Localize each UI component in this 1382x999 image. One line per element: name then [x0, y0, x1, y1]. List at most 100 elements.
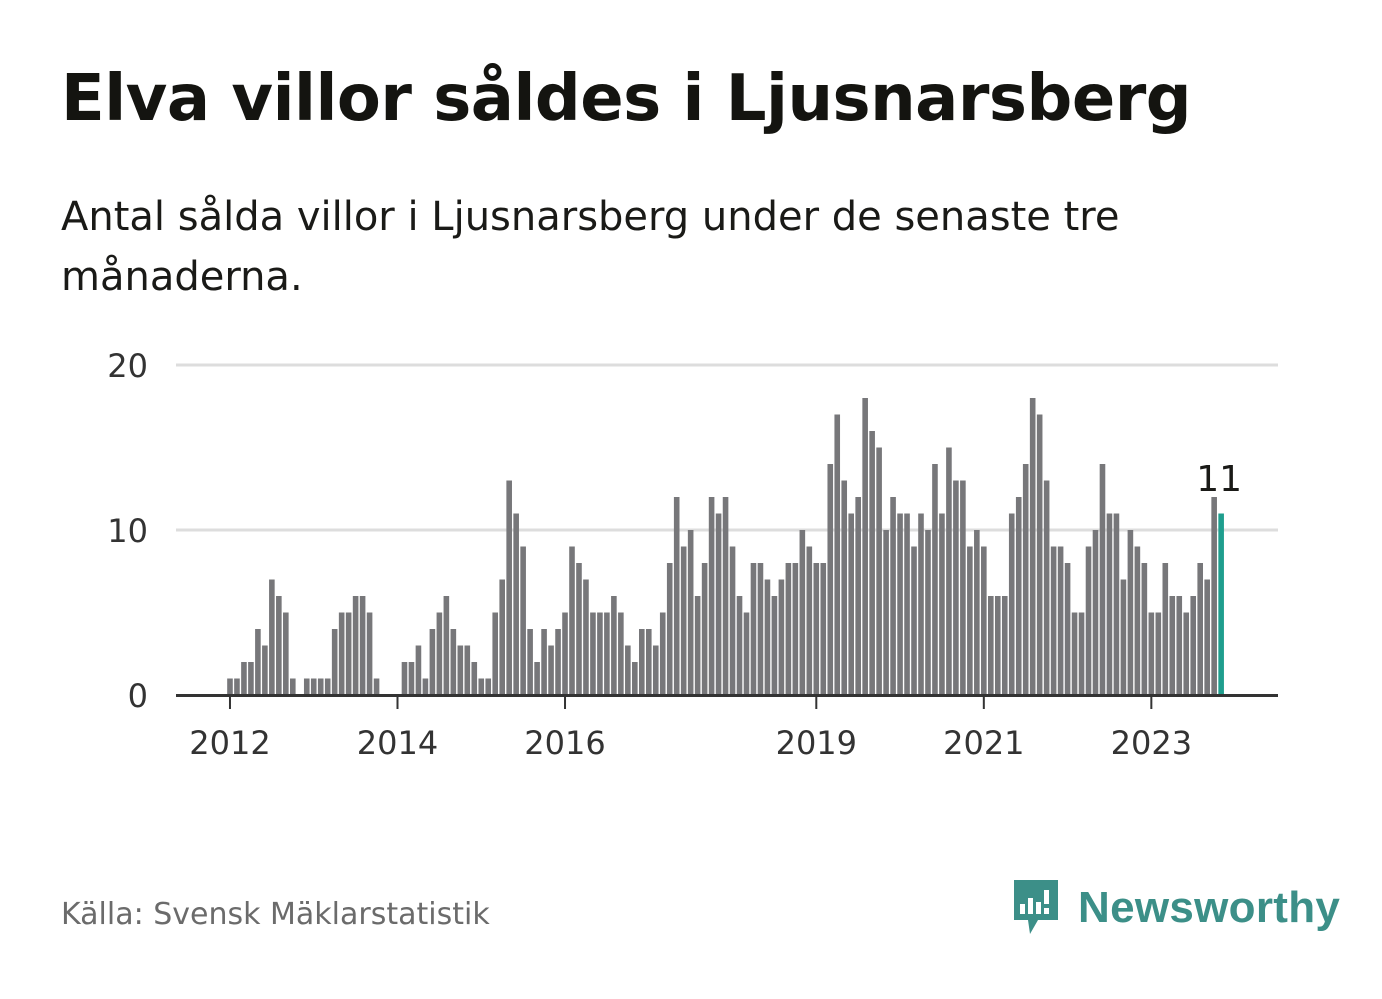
bar	[1169, 596, 1176, 695]
x-tick-label: 2021	[943, 724, 1024, 762]
bar	[583, 579, 589, 695]
bar	[597, 612, 603, 695]
bar	[415, 645, 422, 695]
bar	[932, 464, 938, 695]
bar-chart: 0 10 20 2012 2014 2016 2019 2021 2023 11	[107, 347, 1278, 762]
bar	[1043, 480, 1050, 695]
bar	[981, 546, 987, 695]
bar	[1064, 563, 1071, 695]
bar	[701, 563, 708, 695]
bar	[771, 596, 778, 695]
x-tick-label: 2019	[776, 724, 857, 762]
bar	[541, 629, 547, 695]
bar	[359, 596, 366, 695]
bar	[1022, 464, 1029, 695]
bar	[1001, 596, 1008, 695]
bar	[269, 579, 275, 695]
x-axis-ticks: 2012 2014 2016 2019 2021 2023	[189, 697, 1192, 762]
bar	[436, 612, 443, 695]
chart-title: Elva villor såldes i Ljusnarsberg	[61, 62, 1192, 136]
x-tick-label: 2016	[524, 724, 605, 762]
bar	[974, 530, 980, 695]
bar	[1071, 612, 1078, 695]
bar	[485, 678, 492, 695]
bar	[890, 497, 896, 695]
bar	[422, 678, 429, 695]
y-axis-tick-labels: 0 10 20	[107, 347, 148, 715]
bar	[988, 596, 994, 695]
bar	[499, 579, 505, 695]
bar	[290, 678, 296, 695]
bar	[262, 645, 268, 695]
bar	[241, 662, 247, 695]
bar	[904, 513, 910, 695]
bar	[911, 546, 917, 695]
bar	[1148, 612, 1155, 695]
bar	[317, 678, 324, 695]
bar	[1211, 497, 1217, 695]
bar	[352, 596, 359, 695]
bar	[555, 629, 561, 695]
y-tick-label: 10	[107, 512, 148, 550]
bar	[841, 480, 848, 695]
bar	[527, 629, 533, 695]
bar	[283, 612, 289, 695]
bar	[303, 678, 310, 695]
bar	[1197, 563, 1203, 695]
bar	[1204, 579, 1210, 695]
bar	[520, 546, 526, 695]
bar	[1092, 530, 1099, 695]
bar	[1085, 546, 1092, 695]
bar	[813, 563, 820, 695]
bar	[569, 546, 575, 695]
bar	[1008, 513, 1015, 695]
bar	[464, 645, 471, 695]
bar	[694, 596, 701, 695]
bar	[687, 530, 694, 695]
bar	[590, 612, 596, 695]
bar	[450, 629, 457, 695]
bar	[1190, 596, 1197, 695]
bar	[1050, 546, 1057, 695]
bar	[750, 563, 757, 695]
bar	[1183, 612, 1190, 695]
bar	[673, 497, 680, 695]
bar	[652, 645, 659, 695]
bar	[611, 596, 617, 695]
bar	[625, 645, 631, 695]
bar	[1036, 414, 1043, 695]
bar	[1155, 612, 1162, 695]
bar	[848, 513, 854, 695]
bars	[227, 398, 1224, 695]
bar	[708, 497, 715, 695]
bar	[366, 612, 373, 695]
bar	[855, 497, 861, 695]
bar	[778, 579, 785, 695]
bar	[946, 447, 952, 695]
bar	[255, 629, 261, 695]
bar	[743, 612, 750, 695]
bar	[227, 678, 233, 695]
bar	[632, 662, 638, 695]
bar	[443, 596, 450, 695]
bar	[659, 612, 666, 695]
bar	[471, 662, 478, 695]
bar	[401, 662, 408, 695]
bar	[429, 629, 436, 695]
bar	[764, 579, 771, 695]
bar	[967, 546, 973, 695]
bar	[680, 546, 687, 695]
bar	[276, 596, 282, 695]
bar	[248, 662, 254, 695]
bar	[331, 629, 338, 695]
bar	[310, 678, 317, 695]
bar	[562, 612, 568, 695]
bar	[576, 563, 582, 695]
bar	[1106, 513, 1113, 695]
bar	[785, 563, 792, 695]
bar	[715, 513, 722, 695]
bar	[834, 414, 841, 695]
bar	[953, 480, 959, 695]
bar	[338, 612, 345, 695]
bar	[757, 563, 764, 695]
